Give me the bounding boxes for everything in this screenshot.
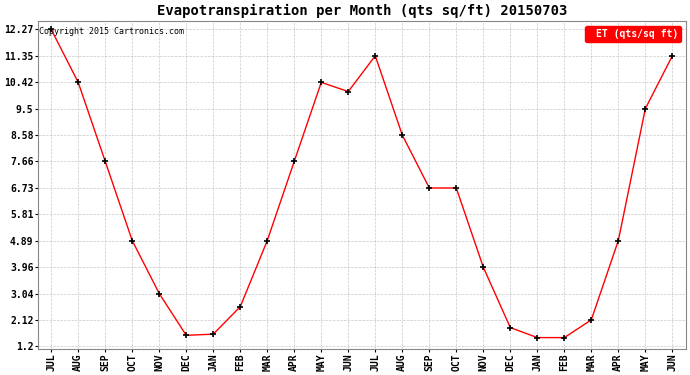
Text: Copyright 2015 Cartronics.com: Copyright 2015 Cartronics.com [39, 27, 184, 36]
Title: Evapotranspiration per Month (qts sq/ft) 20150703: Evapotranspiration per Month (qts sq/ft)… [157, 4, 567, 18]
Legend: ET (qts/sq ft): ET (qts/sq ft) [585, 26, 681, 42]
